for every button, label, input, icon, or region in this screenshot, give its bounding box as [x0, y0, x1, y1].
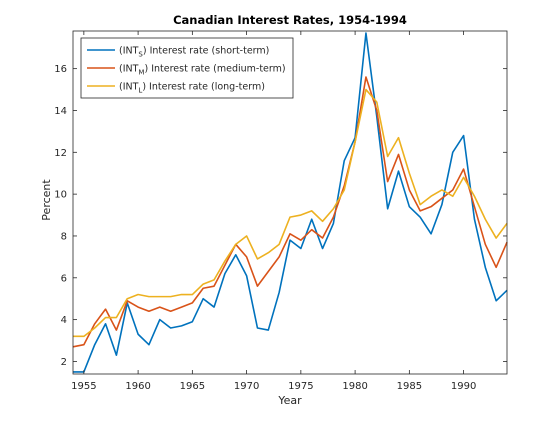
- x-tick-label: 1975: [288, 381, 313, 392]
- y-axis-label: Percent: [40, 179, 53, 221]
- y-tick-label: 8: [61, 231, 67, 242]
- x-tick-label: 1970: [234, 381, 259, 392]
- series-line-medium: [72, 76, 508, 348]
- x-tick-label: 1955: [71, 381, 96, 392]
- x-tick-label: 1985: [397, 381, 422, 392]
- legend-label-long: (INTL) Interest rate (long-term): [119, 82, 265, 95]
- y-tick-label: 10: [54, 190, 67, 201]
- legend-label-short: (INTS) Interest rate (short-term): [119, 46, 269, 59]
- x-tick-label: 1965: [180, 381, 205, 392]
- x-tick-label: 1980: [342, 381, 367, 392]
- legend-label-medium: (INTM) Interest rate (medium-term): [119, 64, 286, 77]
- y-tick-label: 16: [54, 64, 67, 75]
- y-tick-label: 14: [54, 106, 67, 117]
- legend-box: [80, 37, 294, 99]
- series-line-short: [73, 32, 508, 373]
- axes-box: [72, 30, 508, 375]
- x-tick-label: 1990: [451, 381, 476, 392]
- x-axis-label: Year: [277, 394, 302, 407]
- y-tick-label: 6: [61, 273, 67, 284]
- chart-title: Canadian Interest Rates, 1954-1994: [173, 13, 407, 27]
- legend: (INTS) Interest rate (short-term) (INTM) …: [80, 37, 294, 99]
- series-line-long: [73, 88, 508, 338]
- y-tick-label: 2: [61, 357, 67, 368]
- y-tick-label: 12: [54, 148, 67, 159]
- x-tick-label: 1960: [125, 381, 150, 392]
- y-tick-label: 4: [61, 315, 67, 326]
